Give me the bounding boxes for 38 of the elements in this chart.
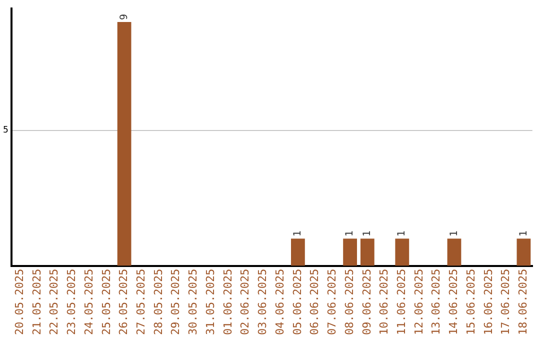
x-tick-label: 06.06.2025 — [308, 268, 322, 336]
data-label: 1 — [448, 230, 460, 237]
data-label: 1 — [396, 230, 408, 237]
x-tick-label: 03.06.2025 — [256, 268, 270, 336]
x-tick-label: 08.06.2025 — [342, 268, 356, 336]
x-tick-label: 13.06.2025 — [430, 268, 443, 336]
x-tick-label: 21.05.2025 — [30, 268, 44, 336]
x-tick-label: 22.05.2025 — [48, 268, 61, 336]
x-tick-label: 04.06.2025 — [273, 268, 286, 336]
y-tick-label: 5 — [2, 126, 8, 136]
x-tick-label: 02.06.2025 — [238, 268, 252, 336]
data-label: 1 — [362, 230, 374, 237]
data-label: 1 — [292, 230, 304, 237]
x-tick-label: 25.05.2025 — [100, 268, 113, 336]
x-tick-label: 15.06.2025 — [464, 268, 478, 336]
x-tick-label: 07.06.2025 — [326, 268, 339, 336]
x-tick-label: 30.05.2025 — [186, 268, 200, 336]
x-tick-label: 24.05.2025 — [82, 268, 96, 336]
x-tick-label: 05.06.2025 — [290, 268, 304, 336]
x-tick-label: 10.06.2025 — [378, 268, 391, 336]
x-tick-label: 09.06.2025 — [360, 268, 374, 336]
x-tick-label: 17.06.2025 — [499, 268, 512, 336]
x-tick-label: 12.06.2025 — [412, 268, 426, 336]
x-tick-label: 11.06.2025 — [395, 268, 408, 336]
x-tick-label: 31.05.2025 — [204, 268, 217, 336]
data-label: 1 — [518, 230, 530, 237]
data-label: 9 — [118, 14, 130, 20]
x-tick-label: 23.05.2025 — [65, 268, 78, 336]
x-tick-label: 27.05.2025 — [134, 268, 148, 336]
x-tick-label: 01.06.2025 — [221, 268, 234, 336]
data-label: 1 — [344, 230, 356, 237]
x-tick-label: 18.06.2025 — [516, 268, 530, 336]
x-tick-label: 29.05.2025 — [169, 268, 182, 336]
x-tick-label: 20.05.2025 — [12, 268, 26, 336]
x-tick-label: 28.05.2025 — [152, 268, 165, 336]
x-tick-label: 26.05.2025 — [117, 268, 130, 336]
x-tick-label: 14.06.2025 — [447, 268, 460, 336]
x-tick-label: 16.06.2025 — [482, 268, 495, 336]
